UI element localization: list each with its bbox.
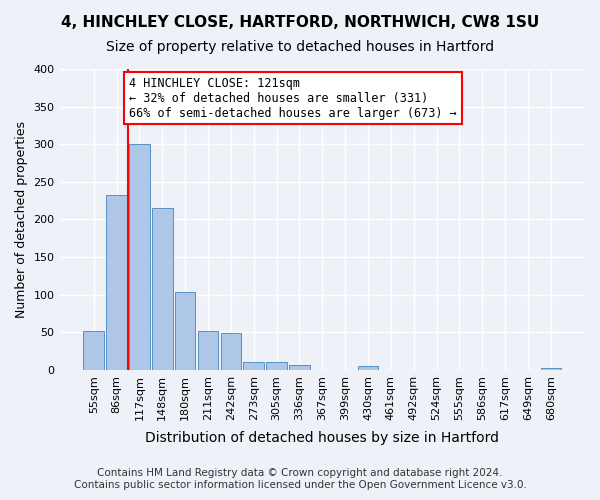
Bar xyxy=(198,331,218,370)
Bar xyxy=(152,208,173,370)
Bar xyxy=(129,144,150,370)
X-axis label: Distribution of detached houses by size in Hartford: Distribution of detached houses by size … xyxy=(145,431,499,445)
Bar xyxy=(106,196,127,370)
Text: Contains HM Land Registry data © Crown copyright and database right 2024.
Contai: Contains HM Land Registry data © Crown c… xyxy=(74,468,526,490)
Bar xyxy=(83,331,104,370)
Bar xyxy=(175,292,196,370)
Bar xyxy=(541,368,561,370)
Bar xyxy=(266,362,287,370)
Y-axis label: Number of detached properties: Number of detached properties xyxy=(15,121,28,318)
Text: 4 HINCHLEY CLOSE: 121sqm
← 32% of detached houses are smaller (331)
66% of semi-: 4 HINCHLEY CLOSE: 121sqm ← 32% of detach… xyxy=(129,76,457,120)
Bar xyxy=(358,366,378,370)
Text: Size of property relative to detached houses in Hartford: Size of property relative to detached ho… xyxy=(106,40,494,54)
Bar xyxy=(289,364,310,370)
Text: 4, HINCHLEY CLOSE, HARTFORD, NORTHWICH, CW8 1SU: 4, HINCHLEY CLOSE, HARTFORD, NORTHWICH, … xyxy=(61,15,539,30)
Bar xyxy=(221,333,241,370)
Bar xyxy=(244,362,264,370)
